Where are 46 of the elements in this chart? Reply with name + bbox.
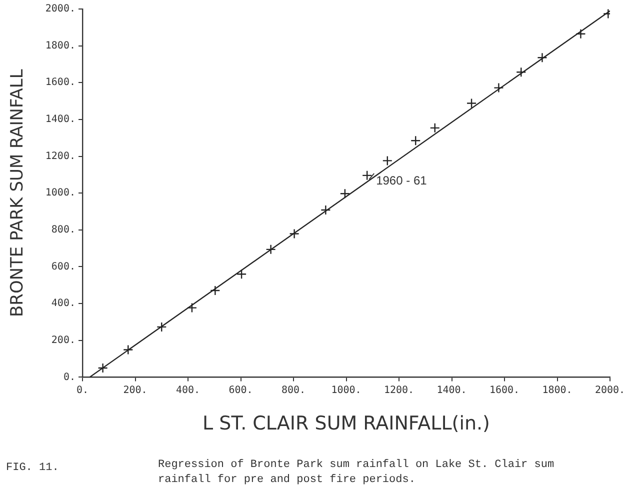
y-tick-label: 2000.	[45, 4, 76, 15]
y-tick-label: 1000.	[45, 188, 76, 199]
point	[516, 67, 526, 78]
y-tick-label: 1200.	[45, 150, 76, 162]
point	[382, 156, 392, 166]
point	[156, 322, 167, 332]
x-tick-label: 1800.	[542, 384, 572, 396]
y-tick-label: 800.	[51, 224, 76, 236]
y-tick-label: 400.	[51, 298, 76, 310]
point	[289, 228, 300, 239]
x-axis-title: L ST. CLAIR SUM RAINFALL(in.)	[202, 412, 490, 435]
point	[362, 170, 372, 181]
x-tick-label: 600.	[228, 384, 253, 396]
y-tick-label: 600.	[51, 261, 76, 272]
x-tick-label: 1000.	[331, 384, 362, 396]
x-tick-label: 800.	[281, 384, 306, 396]
y-tick-label: 1600.	[45, 77, 76, 88]
point	[266, 244, 276, 255]
point	[340, 188, 350, 199]
x-tick-label: 2000.	[594, 384, 626, 396]
point	[236, 269, 247, 280]
point	[576, 28, 586, 39]
x-tick-label: 200.	[123, 384, 148, 396]
point	[123, 344, 134, 355]
point	[186, 302, 198, 313]
point	[466, 98, 477, 108]
y-tick-label: 1800.	[45, 40, 76, 52]
text: Regression of Bronte Park sum rainfall on Lake St. Clair sum rainfall for pre and post fire periods.	[158, 458, 556, 488]
point	[98, 362, 108, 374]
x-tick-label: 1200.	[384, 384, 414, 396]
point	[410, 136, 421, 146]
point	[430, 122, 440, 134]
x-tick-label: 0.	[76, 384, 89, 396]
y-tick-label: 0.	[63, 372, 76, 383]
x-tick-label: 1600.	[489, 384, 520, 396]
point	[537, 52, 548, 63]
y-axis-title: BRONTE PARK SUM RAINFALL	[8, 68, 28, 318]
point	[210, 285, 220, 296]
x-tick-label: 1400.	[436, 384, 467, 396]
point	[494, 82, 504, 93]
y-tick-label: 200.	[51, 334, 76, 346]
y-tick-label: 1400.	[45, 114, 76, 126]
point	[320, 204, 331, 216]
x-tick-label: 400.	[176, 384, 200, 396]
caption: FIG. 11.	[6, 462, 59, 474]
annotation: 1960 - 61	[376, 174, 428, 188]
